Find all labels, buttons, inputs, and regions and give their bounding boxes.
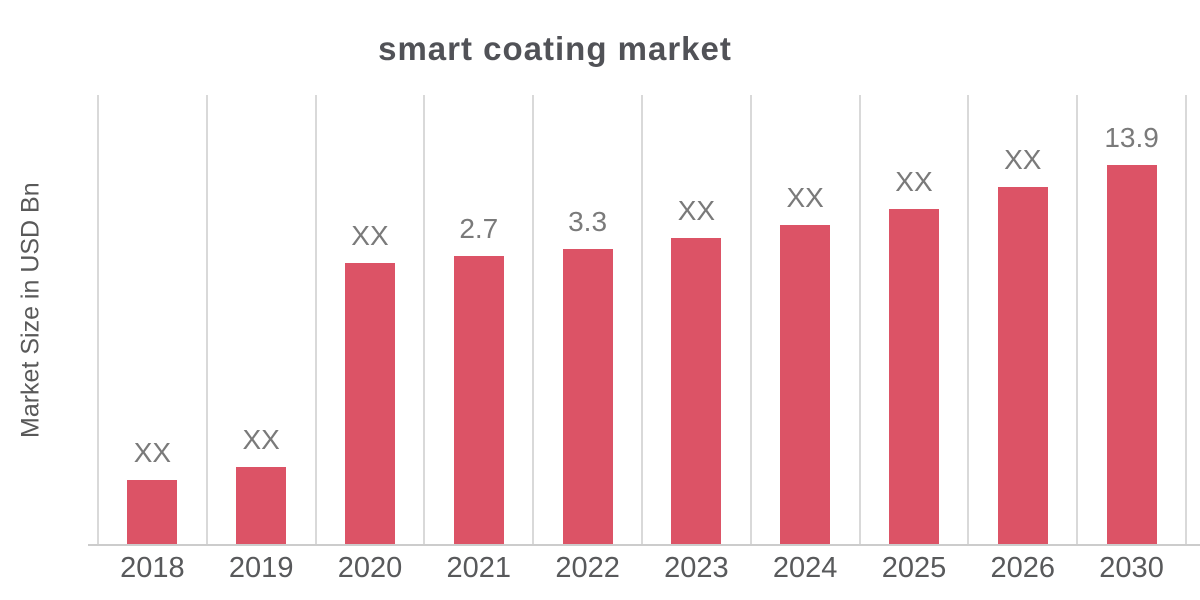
x-tick-label-2025: 2025 [881,552,947,584]
x-tick-label-2024: 2024 [772,552,838,584]
x-tick-label-2021: 2021 [446,552,512,584]
value-label-2022: 3.3 [568,206,608,237]
bar-2019 [236,467,287,545]
value-label-2020: XX [351,220,389,251]
chart-column: XX 2026 [969,95,1079,583]
value-label-2023: XX [677,195,716,226]
value-label-2018: XX [133,437,172,468]
x-axis-line [88,544,1200,546]
y-axis-label: Market Size in USD Bn [16,182,45,438]
value-label-2026: XX [1004,144,1042,175]
chart-column: XX 2024 [752,95,861,583]
bar-2030 [1106,165,1157,545]
chart-title: smart coating market [378,30,732,67]
value-label-2025: XX [895,166,933,197]
bar-2018 [127,480,178,545]
value-label-2019: XX [242,424,280,455]
value-label-2030: 13.9 [1104,122,1159,153]
x-tick-label-2019: 2019 [228,552,294,584]
bar-2022 [562,249,613,545]
x-tick-label-2022: 2022 [555,552,620,584]
chart-column: XX 2018 [99,95,208,583]
x-tick-label-2018: 2018 [120,552,185,584]
bar-2026 [997,187,1048,545]
x-tick-label-2030: 2030 [1099,552,1164,584]
bar-2021 [453,256,504,545]
bar-2024 [780,225,831,545]
bar-2023 [671,238,722,545]
value-label-2024: XX [786,182,824,213]
bar-2025 [888,209,939,545]
x-tick-label-2020: 2020 [337,552,403,584]
chart-column: 3.3 2022 [534,95,643,583]
chart-column: XX 2020 [317,95,426,583]
plot-area: XX 2018 XX 2019 XX 2020 2.7 2021 3.3 2022 XX 2023 XX… [97,95,1187,583]
x-tick-label-2023: 2023 [664,552,729,584]
chart-column: 2.7 2021 [425,95,535,583]
x-tick-label-2026: 2026 [990,552,1056,584]
chart-column: XX 2025 [861,95,970,583]
chart-column: 13.9 2030 [1078,95,1187,583]
value-label-2021: 2.7 [459,213,499,244]
chart-column: XX 2019 [208,95,317,583]
chart-column: XX 2023 [643,95,752,583]
bar-2020 [344,263,395,545]
